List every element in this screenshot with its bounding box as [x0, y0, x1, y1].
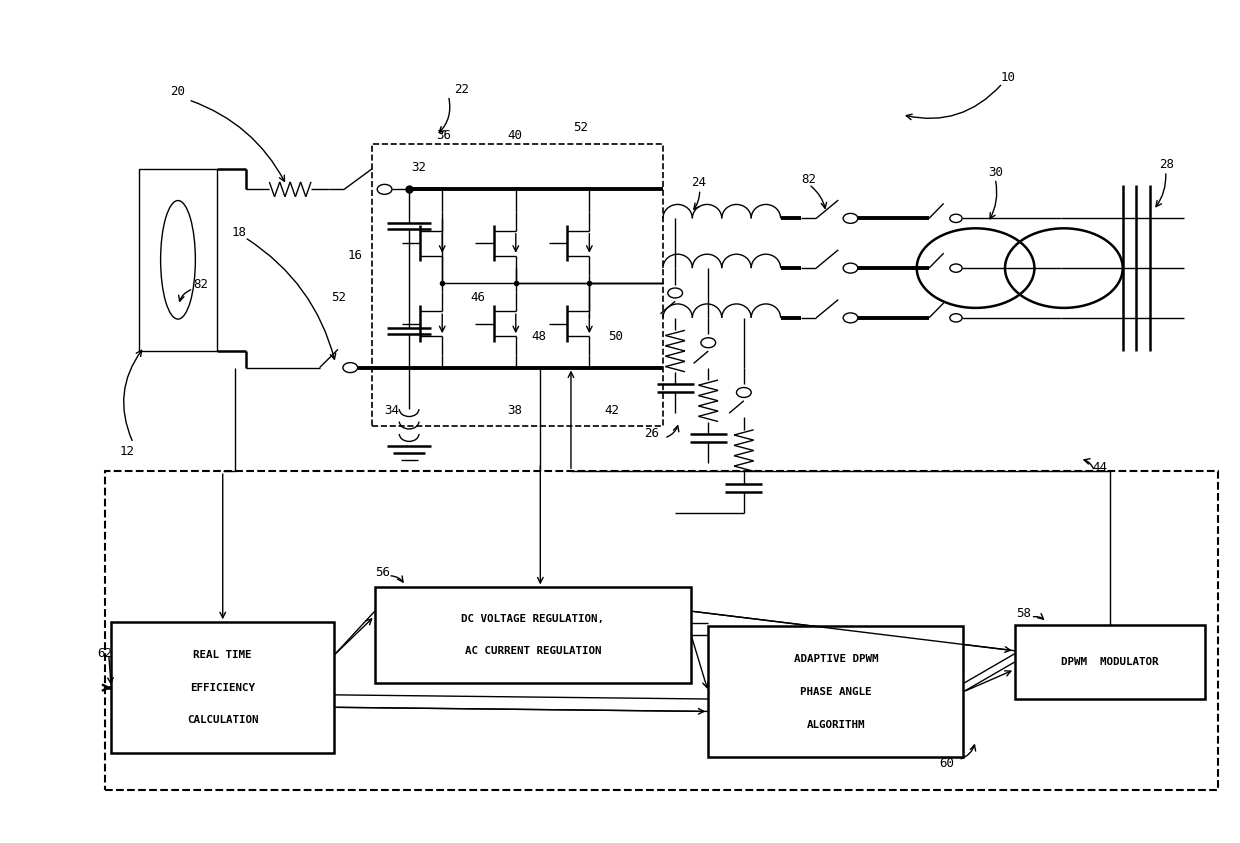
Text: ALGORITHM: ALGORITHM [806, 720, 866, 729]
Text: REAL TIME: REAL TIME [193, 650, 252, 660]
Text: 44: 44 [1092, 460, 1107, 474]
Text: 34: 34 [384, 405, 399, 417]
Text: 52: 52 [573, 121, 589, 134]
Circle shape [377, 185, 392, 195]
Text: 32: 32 [412, 161, 427, 175]
Circle shape [343, 362, 357, 373]
Text: 50: 50 [608, 330, 622, 342]
Circle shape [843, 263, 858, 273]
Text: DPWM  MODULATOR: DPWM MODULATOR [1061, 657, 1158, 667]
Text: 30: 30 [988, 166, 1003, 180]
Text: AC CURRENT REGULATION: AC CURRENT REGULATION [465, 647, 601, 656]
Text: 16: 16 [347, 250, 363, 262]
FancyBboxPatch shape [112, 622, 335, 753]
Text: 12: 12 [120, 445, 135, 458]
Circle shape [843, 213, 858, 223]
Text: EFFICIENCY: EFFICIENCY [190, 683, 255, 693]
FancyBboxPatch shape [1014, 625, 1205, 699]
Text: PHASE ANGLE: PHASE ANGLE [800, 687, 872, 697]
Text: 82: 82 [801, 173, 816, 186]
FancyBboxPatch shape [105, 471, 1219, 791]
FancyBboxPatch shape [372, 144, 663, 426]
Text: 24: 24 [691, 176, 706, 189]
Text: 58: 58 [1016, 607, 1030, 620]
Text: DC VOLTAGE REGULATION,: DC VOLTAGE REGULATION, [461, 614, 604, 624]
Text: 60: 60 [939, 757, 954, 770]
Text: 26: 26 [645, 427, 660, 440]
Text: ADAPTIVE DPWM: ADAPTIVE DPWM [794, 654, 878, 664]
Text: 36: 36 [436, 129, 451, 142]
Circle shape [737, 388, 751, 397]
Text: 22: 22 [455, 83, 470, 96]
Text: 40: 40 [507, 129, 522, 142]
Circle shape [950, 264, 962, 272]
FancyBboxPatch shape [374, 588, 691, 683]
Text: 48: 48 [532, 330, 547, 342]
Circle shape [668, 288, 682, 298]
Text: 82: 82 [193, 278, 208, 291]
Text: 62: 62 [98, 647, 113, 660]
Text: 52: 52 [331, 291, 346, 303]
Text: 38: 38 [507, 405, 522, 417]
Circle shape [843, 313, 858, 323]
Text: 46: 46 [470, 291, 485, 303]
Text: 28: 28 [1159, 158, 1174, 171]
FancyBboxPatch shape [139, 169, 217, 351]
Circle shape [950, 314, 962, 322]
Circle shape [950, 214, 962, 223]
Text: CALCULATION: CALCULATION [187, 716, 258, 725]
Text: 18: 18 [232, 226, 247, 239]
Text: 10: 10 [1001, 71, 1016, 84]
Text: 20: 20 [170, 85, 185, 98]
FancyBboxPatch shape [708, 626, 963, 757]
Text: 42: 42 [604, 405, 619, 417]
Text: 56: 56 [374, 566, 389, 579]
Circle shape [701, 338, 715, 347]
